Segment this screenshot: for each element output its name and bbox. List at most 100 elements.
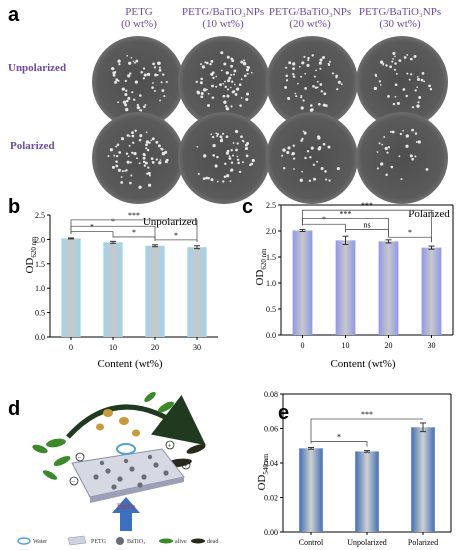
- bar: [421, 247, 442, 335]
- colony: [134, 61, 136, 64]
- colony: [245, 154, 249, 158]
- colony: [416, 76, 419, 78]
- colony: [152, 62, 155, 66]
- colony: [383, 135, 386, 138]
- colony: [236, 155, 239, 158]
- colony: [132, 141, 135, 144]
- colony: [282, 148, 286, 152]
- colony: [113, 154, 116, 157]
- colony: [331, 72, 334, 75]
- colony: [385, 173, 388, 177]
- colony: [121, 87, 125, 91]
- colony: [322, 56, 325, 59]
- colony: [295, 95, 298, 98]
- chart-annotation: Unpolarized: [143, 216, 198, 228]
- force-arrow: [112, 497, 140, 531]
- colony: [129, 161, 132, 164]
- colony: [318, 61, 322, 65]
- colony: [164, 150, 168, 154]
- colony: [425, 168, 429, 171]
- colony: [237, 161, 240, 165]
- colony: [130, 56, 133, 59]
- colony: [408, 78, 411, 81]
- colony: [307, 56, 310, 60]
- colony: [414, 155, 417, 158]
- colony: [146, 172, 149, 175]
- colony: [145, 161, 148, 164]
- colony: [236, 158, 240, 162]
- colony: [325, 178, 328, 181]
- colony: [398, 59, 402, 62]
- colony: [294, 92, 297, 95]
- colony: [378, 80, 382, 83]
- colony: [127, 96, 131, 100]
- colony: [376, 167, 379, 170]
- colony: [306, 150, 310, 153]
- colony: [299, 178, 303, 182]
- colony: [400, 178, 403, 181]
- colony: [405, 94, 408, 98]
- colony: [414, 132, 418, 135]
- colony: [335, 76, 338, 79]
- y-tick-label: 0.5: [266, 305, 276, 314]
- colony: [126, 54, 129, 57]
- colony: [160, 81, 163, 84]
- colony: [107, 155, 110, 158]
- colony: [316, 80, 319, 83]
- column-header-line2: (10 wt%): [202, 18, 244, 30]
- colony: [389, 130, 392, 133]
- colony: [138, 94, 142, 97]
- colony: [225, 107, 230, 111]
- x-tick-label: 20: [151, 343, 159, 352]
- colony: [316, 86, 319, 89]
- row-header-unpolarized: Unpolarized: [8, 62, 67, 74]
- colony: [200, 63, 202, 66]
- colony: [224, 80, 226, 83]
- colony: [138, 185, 142, 189]
- colony: [223, 100, 227, 104]
- colony: [125, 107, 129, 112]
- colony: [228, 157, 232, 160]
- colony: [224, 85, 227, 89]
- colony: [243, 74, 247, 78]
- colony: [245, 92, 250, 96]
- y-tick-label: 1.5: [266, 253, 276, 262]
- bar: [299, 448, 323, 532]
- colony: [310, 146, 314, 150]
- colony: [120, 176, 123, 178]
- colony: [210, 133, 212, 135]
- significance-label: *: [90, 223, 94, 232]
- colony: [379, 60, 384, 64]
- colony: [392, 58, 395, 60]
- colony: [145, 143, 148, 147]
- colony: [127, 74, 131, 78]
- colony: [340, 83, 343, 86]
- colony: [292, 144, 296, 147]
- colony: [313, 75, 316, 78]
- colony: [246, 65, 249, 68]
- mechanism-schematic: − + + − Force Water PETG BaTiO₃ alive de…: [17, 391, 218, 546]
- water-swirl: [116, 443, 136, 455]
- colony: [201, 65, 206, 69]
- colony: [199, 81, 203, 85]
- colony: [296, 82, 299, 85]
- colony: [227, 79, 231, 83]
- bar: [103, 242, 123, 337]
- significance-bracket: [70, 219, 198, 242]
- bar: [378, 241, 399, 335]
- colony: [117, 59, 121, 63]
- significance-bracket: [345, 229, 389, 236]
- colony: [118, 63, 121, 66]
- colony: [317, 102, 321, 106]
- colony: [225, 105, 228, 108]
- y-tick-label: 0.02: [264, 494, 278, 503]
- x-tick-label: Control: [299, 538, 324, 547]
- colony: [394, 62, 397, 65]
- colony: [207, 92, 210, 95]
- force-label: Force: [117, 502, 136, 511]
- colony: [131, 131, 134, 135]
- y-tick-label: 0.00: [264, 528, 278, 537]
- colony: [145, 140, 150, 144]
- x-tick-label: 10: [342, 341, 350, 350]
- column-header-0: PETG (0 wt%): [91, 6, 187, 30]
